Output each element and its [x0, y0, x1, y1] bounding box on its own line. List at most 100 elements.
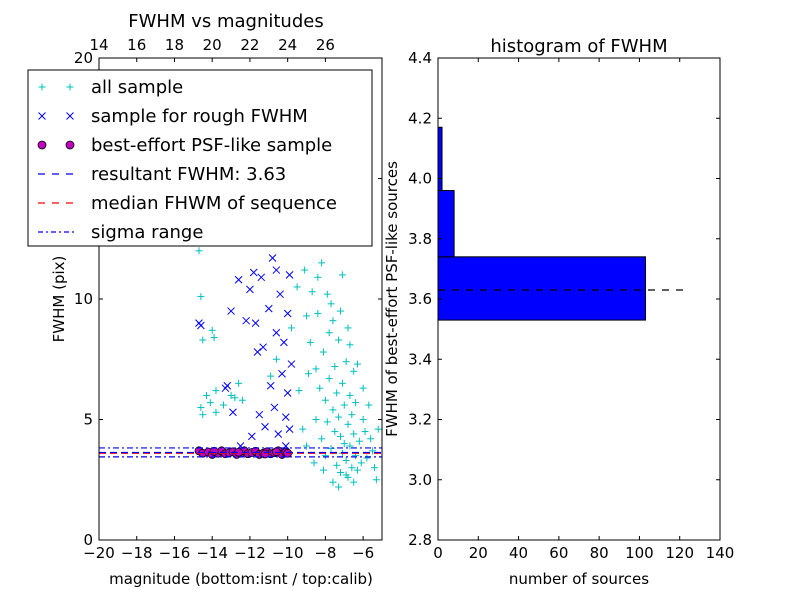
scatter-y-tick-label: 10 [74, 290, 93, 308]
all-sample-point [335, 413, 343, 421]
histogram-x-tick-label: 20 [469, 544, 488, 562]
histogram-panel: 0 20 40 60 80 100 120 140 2.8 3.0 3.2 3.4 3.6 3.8 4.0 4… [383, 36, 734, 588]
scatter-ticks: −20−18−16−14−12−10−8−6051015201416182022… [74, 36, 382, 562]
all-sample-point [199, 411, 207, 419]
all-sample-point [369, 447, 377, 455]
histogram-x-tick-label: 120 [665, 544, 694, 562]
all-sample-point [350, 367, 358, 375]
rough-sample-point [278, 369, 286, 378]
all-sample-point [346, 391, 354, 399]
rough-sample-point [249, 268, 258, 277]
histogram-x-tick-label: 40 [509, 544, 528, 562]
scatter-x-tick-label: −8 [314, 544, 336, 562]
all-sample-point [352, 399, 360, 407]
histogram-y-tick-label: 3.6 [408, 290, 432, 308]
legend-label-rough-sample: sample for rough FWHM [91, 106, 308, 127]
all-sample-point [197, 293, 205, 301]
scatter-x-axis-label: magnitude (bottom:isnt / top:calib) [109, 570, 373, 588]
all-sample-point [238, 396, 246, 404]
all-sample-point [329, 406, 337, 414]
scatter-top-tick-label: 14 [89, 36, 108, 54]
all-sample-point [348, 411, 356, 419]
all-sample-point [325, 375, 333, 383]
rough-sample-point [285, 271, 294, 279]
scatter-x-tick-label: −10 [272, 544, 304, 562]
all-sample-point [303, 312, 311, 320]
all-sample-point [329, 317, 337, 325]
rough-sample-point [274, 430, 283, 438]
all-sample-point [329, 478, 337, 486]
all-sample-point [372, 476, 380, 484]
scatter-x-tick-label: −16 [159, 544, 191, 562]
histogram-y-tick-label: 2.8 [408, 531, 432, 549]
all-sample-point [331, 428, 339, 436]
all-sample-point [208, 326, 216, 334]
legend-marker [65, 140, 75, 150]
all-sample-point [203, 391, 211, 399]
rough-sample-point [223, 381, 232, 390]
histogram-x-tick-label: 100 [625, 544, 654, 562]
scatter-x-tick-label: −18 [121, 544, 153, 562]
rough-sample-point [268, 254, 277, 262]
legend-label-sigma-range: sigma range [91, 222, 203, 243]
all-sample-point [338, 379, 346, 387]
rough-sample-point [257, 273, 266, 282]
legend-marker [66, 112, 74, 120]
legend-marker [37, 140, 47, 150]
all-sample-point [210, 334, 218, 342]
rough-sample-point [272, 328, 281, 337]
all-sample-point [338, 271, 346, 279]
all-sample-point [350, 430, 358, 438]
all-sample-point [336, 307, 344, 315]
all-sample-point [320, 466, 328, 474]
rough-sample-point [255, 410, 264, 419]
legend-marker [66, 83, 74, 91]
rough-sample-point [261, 422, 269, 431]
all-sample-point [321, 396, 329, 404]
rough-sample-point [242, 316, 251, 325]
rough-sample-point [253, 348, 262, 356]
scatter-top-tick-label: 18 [165, 36, 184, 54]
all-sample-point [310, 459, 318, 467]
all-sample-point [374, 425, 382, 433]
legend-marker [38, 83, 46, 91]
all-sample-point [312, 365, 320, 373]
rough-sample-point [264, 304, 273, 313]
rough-sample-point [270, 403, 279, 412]
all-sample-point [357, 459, 365, 467]
all-sample-point [212, 387, 220, 395]
all-sample-point [212, 408, 220, 416]
all-sample-point [308, 288, 316, 296]
all-sample-point [353, 360, 361, 368]
all-sample-point [199, 336, 207, 344]
all-sample-point [331, 362, 339, 370]
histogram-ticks: 0 20 40 60 80 100 120 140 2.8 3.0 3.2 3.4 3.6 3.8 4.0 4… [408, 49, 734, 562]
histogram-y-tick-label: 3.8 [408, 230, 432, 248]
all-sample-point [304, 370, 312, 378]
all-sample-point [318, 259, 326, 267]
scatter-y-tick-label: 20 [74, 49, 93, 67]
histogram-plot-area [437, 126, 684, 321]
all-sample-point [323, 418, 331, 426]
scatter-x-tick-label: −20 [83, 544, 115, 562]
all-sample-point [336, 469, 344, 477]
all-sample-point [293, 283, 301, 291]
all-sample-point [272, 355, 280, 363]
histogram-bar [437, 126, 443, 192]
legend-label-median-fwhm: median FHWM of sequence [91, 193, 337, 214]
scatter-x-tick-label: −6 [352, 544, 374, 562]
all-sample-point [327, 300, 335, 308]
all-sample-point [333, 389, 341, 397]
all-sample-point [355, 437, 363, 445]
all-sample-point [231, 394, 239, 402]
rough-sample-point [247, 432, 256, 441]
all-sample-point [197, 403, 205, 411]
rough-sample-point [197, 321, 205, 330]
scatter-y-tick-label: 0 [83, 531, 93, 549]
rough-sample-point [287, 360, 296, 368]
all-sample-point [342, 358, 350, 366]
scatter-legend: all sample sample for rough FWHM best-ef… [27, 69, 373, 247]
all-sample-point [206, 399, 214, 407]
all-sample-point [359, 384, 367, 392]
all-sample-point [220, 401, 228, 409]
